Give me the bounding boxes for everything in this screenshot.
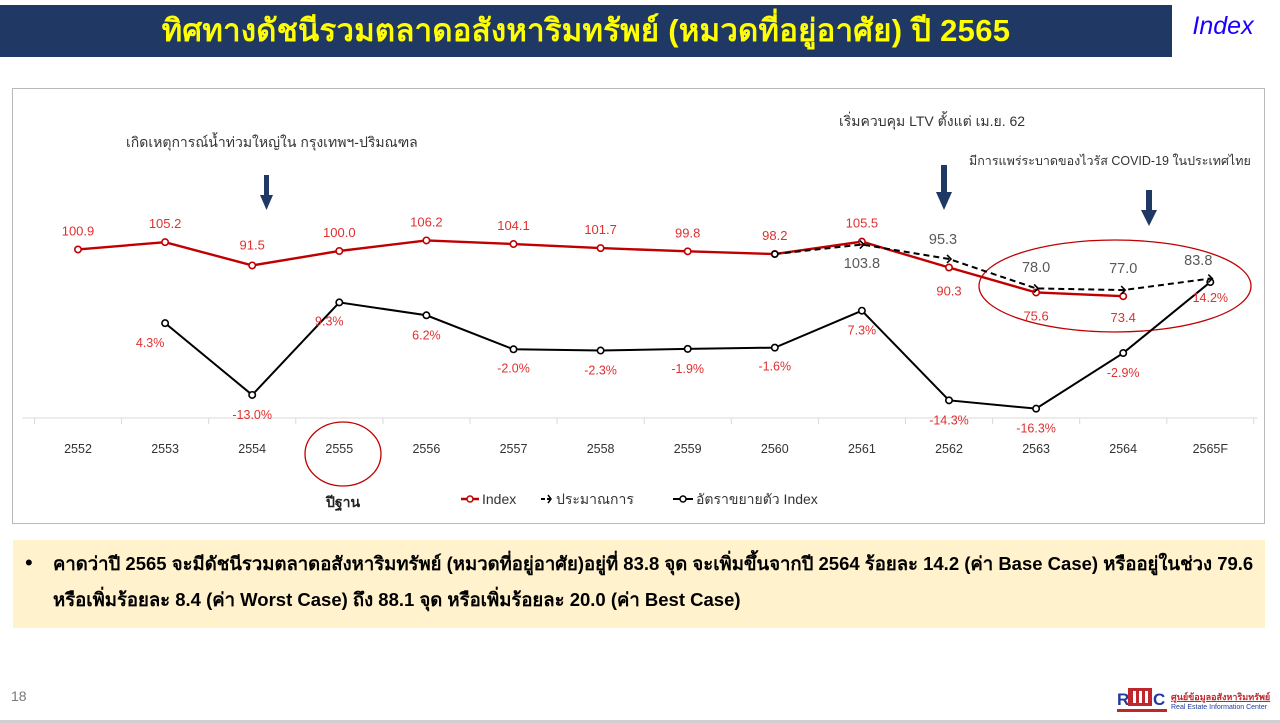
logo-house-icon	[1128, 688, 1152, 706]
data-label: 95.3	[929, 232, 957, 248]
data-label: 99.8	[675, 225, 700, 240]
chart-panel: เกิดเหตุการณ์น้ำท่วมใหญ่ใน กรุงเทพฯ-ปริม…	[12, 88, 1265, 524]
annotation-covid: มีการแพร่ระบาดของไวรัส COVID-19 ในประเทศ…	[969, 154, 1251, 168]
data-label: 83.8	[1184, 253, 1212, 269]
svg-text:Index: Index	[482, 491, 516, 507]
logo-letter-c: C	[1153, 690, 1166, 709]
page-number: 18	[11, 688, 27, 704]
forecast-highlight-ellipse	[978, 239, 1252, 333]
x-axis-label: 2554	[238, 442, 266, 456]
x-axis-ticks	[34, 418, 1255, 424]
x-axis-label: 2556	[412, 442, 440, 456]
logo-english-name: Real Estate Information Center	[1171, 704, 1268, 711]
data-label: -2.9%	[1107, 366, 1140, 380]
x-axis-label: 2552	[64, 442, 92, 456]
data-label: 105.5	[846, 216, 879, 231]
page-title: ทิศทางดัชนีรวมตลาดอสังหาริมทรัพย์ (หมวดท…	[161, 13, 1011, 48]
section-tag: Index	[1192, 12, 1254, 40]
x-axis-labels: 2552 2553 2554 2555 2556 2557 2558 2559 2560 2561…	[64, 442, 1228, 456]
x-axis-label: 2564	[1109, 442, 1137, 456]
annotation-flood: เกิดเหตุการณ์น้ำท่วมใหญ่ใน กรุงเทพฯ-ปริม…	[126, 134, 418, 150]
top-border	[0, 0, 1280, 4]
x-axis-label: 2559	[674, 442, 702, 456]
base-year-highlight-circle	[304, 421, 382, 487]
bottom-border	[0, 720, 1280, 723]
data-label: 103.8	[844, 256, 880, 272]
series-layer	[74, 236, 1215, 413]
legend-item-estimate[interactable]: ประมาณการ	[541, 491, 634, 507]
summary-note: • คาดว่าปี 2565 จะมีดัชนีรวมตลาดอสังหาริ…	[13, 540, 1265, 628]
x-axis-label: 2555	[325, 442, 353, 456]
base-year-label: ปีฐาน	[324, 494, 360, 512]
data-label: 101.7	[584, 222, 617, 237]
legend: Index ประมาณการ อัตราขยายตัว Index	[461, 491, 818, 507]
data-label: 75.6	[1023, 308, 1048, 323]
data-label: 7.3%	[848, 324, 877, 338]
data-label: 104.1	[497, 218, 530, 233]
title-bar: ทิศทางดัชนีรวมตลาดอสังหาริมทรัพย์ (หมวดท…	[0, 5, 1172, 57]
line-chart: 2552 2553 2554 2555 2556 2557 2558 2559 2560 2561…	[22, 165, 1258, 512]
x-axis-label: 2565F	[1193, 442, 1229, 456]
data-label: 105.2	[149, 216, 182, 231]
data-label: 91.5	[240, 237, 265, 252]
arrow-down-icon	[936, 165, 952, 210]
annotation-ltv: เริ่มควบคุม LTV ตั้งแต่ เม.ย. 62	[839, 113, 1026, 129]
logo-letter-r: R	[1117, 690, 1130, 709]
arrow-down-icon	[1141, 190, 1157, 226]
x-axis-label: 2561	[848, 442, 876, 456]
svg-text:อัตราขยายตัว Index: อัตราขยายตัว Index	[696, 491, 818, 507]
data-label: 100.9	[62, 223, 95, 238]
legend-item-growth[interactable]: อัตราขยายตัว Index	[673, 491, 818, 507]
arrow-down-icon	[260, 175, 273, 210]
data-label: 6.2%	[412, 328, 441, 342]
data-label: 78.0	[1022, 260, 1050, 276]
logo-underline	[1117, 709, 1167, 712]
x-axis-label: 2557	[500, 442, 528, 456]
data-label: 73.4	[1111, 310, 1136, 325]
data-label: 98.2	[762, 228, 787, 243]
estimate-line	[774, 243, 1211, 292]
x-axis-label: 2563	[1022, 442, 1050, 456]
data-label: 14.2%	[1193, 291, 1228, 305]
data-labels: 100.9 105.2 91.5 100.0 106.2 104.1 101.7 99.8 98…	[62, 214, 1228, 435]
data-label: 4.3%	[136, 336, 165, 350]
data-label: -14.3%	[929, 413, 969, 427]
logo-thai-name: ศูนย์ข้อมูลอสังหาริมทรัพย์	[1171, 692, 1271, 702]
data-label: -16.3%	[1016, 422, 1056, 436]
x-axis-label: 2558	[587, 442, 615, 456]
data-label: -1.6%	[758, 360, 791, 374]
data-label: -2.0%	[497, 361, 530, 375]
legend-item-index[interactable]: Index	[461, 491, 516, 507]
x-axis-label: 2553	[151, 442, 179, 456]
summary-text: คาดว่าปี 2565 จะมีดัชนีรวมตลาดอสังหาริมท…	[53, 553, 1254, 610]
data-label: 77.0	[1109, 261, 1137, 277]
data-label: 106.2	[410, 214, 443, 229]
data-label: 100.0	[323, 225, 356, 240]
bullet-icon: •	[25, 550, 33, 575]
data-label: -2.3%	[584, 364, 617, 378]
data-label: -13.0%	[232, 408, 272, 422]
data-label: 9.3%	[315, 314, 344, 328]
data-label: -1.9%	[671, 362, 704, 376]
reic-logo: R C ศูนย์ข้อมูลอสังหาริมทรัพย์ Real Esta…	[1117, 688, 1277, 718]
x-axis-label: 2560	[761, 442, 789, 456]
svg-text:ประมาณการ: ประมาณการ	[556, 491, 634, 507]
x-axis-label: 2562	[935, 442, 963, 456]
data-label: 90.3	[936, 283, 961, 298]
